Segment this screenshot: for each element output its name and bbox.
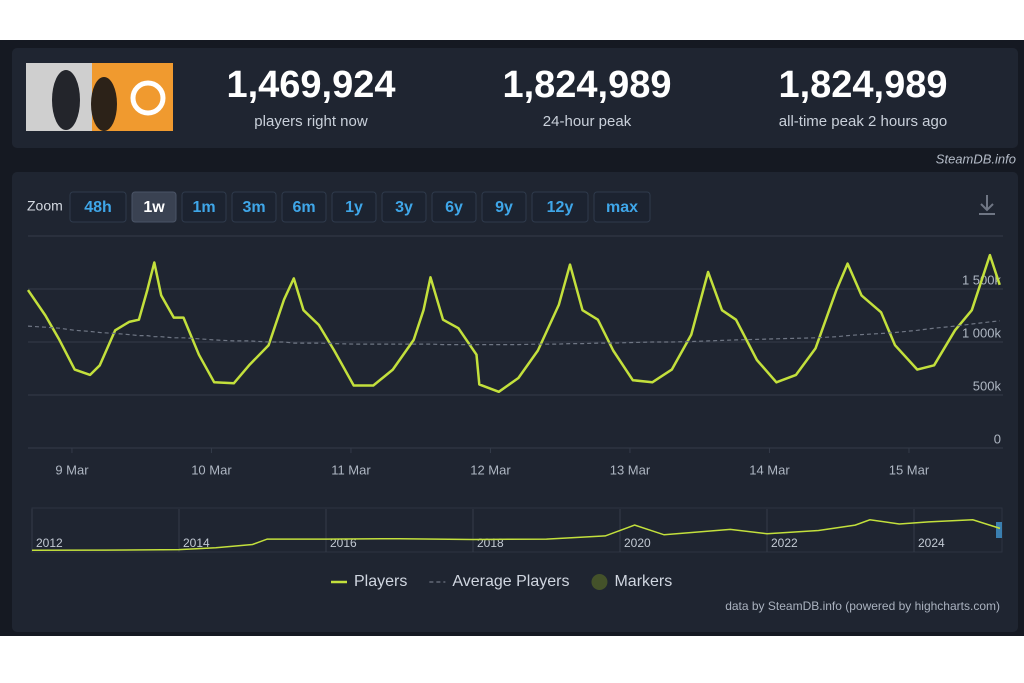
zoom-label: Zoom [27,198,63,214]
zoom-button-label: 9y [495,199,513,216]
navigator-handle[interactable] [996,522,1002,538]
zoom-button-label: 6y [445,199,463,216]
credits: data by SteamDB.info (powered by highcha… [725,599,1000,613]
zoom-button-label: 48h [84,199,112,216]
zoom-button-label: 1m [192,199,215,216]
navigator-line [31,519,1001,552]
game-logo[interactable] [26,63,173,131]
zoom-button-label: max [606,199,638,216]
zoom-button[interactable] [531,191,589,223]
series-line [26,253,1001,394]
legend-label[interactable]: Players [354,573,407,590]
x-tick-label: 14 Mar [749,462,790,477]
zoom-button[interactable] [593,191,651,223]
logo-mark [130,80,166,116]
navigator-tick-label: 2012 [36,536,63,550]
zoom-button-label: 6m [292,199,315,216]
download-icon [980,203,994,212]
zoom-button-label: 3y [395,199,413,216]
stat-value: 1,469,924 [226,64,395,106]
zoom-button-label: 12y [547,199,574,216]
stat-value: 1,824,989 [502,64,671,106]
zoom-button-label: 3m [242,199,265,216]
navigator-tick-label: 2020 [624,536,651,550]
zoom-button[interactable] [331,191,377,223]
zoom-button[interactable] [181,191,227,223]
zoom-button[interactable] [481,191,527,223]
zoom-button[interactable] [381,191,427,223]
stat-label: all-time peak 2 hours ago [779,113,947,130]
logo-figure [52,70,80,130]
zoom-button-label: 1w [143,199,165,216]
stat-label: players right now [254,113,368,130]
zoom-button[interactable] [231,191,277,223]
zoom-button[interactable] [281,191,327,223]
legend-symbol [591,574,608,590]
zoom-button-label: 1y [345,199,363,216]
x-tick-label: 15 Mar [889,462,930,477]
x-tick-label: 13 Mar [610,462,651,477]
navigator-tick-label: 2018 [477,536,504,550]
logo-figure [91,77,117,131]
chart-card [12,172,1018,632]
y-tick-label: 500k [973,378,1002,393]
x-tick-label: 10 Mar [191,462,232,477]
y-tick-label: 0 [994,431,1001,446]
series-line [27,320,1000,346]
stat-label: 24-hour peak [543,113,632,130]
navigator-tick-label: 2022 [771,536,798,550]
zoom-button[interactable] [431,191,477,223]
zoom-button[interactable] [131,191,177,223]
y-tick-label: 1 000k [962,325,1002,340]
legend-label[interactable]: Markers [614,573,672,590]
x-tick-label: 9 Mar [55,462,89,477]
stats-card [12,48,1018,148]
x-tick-label: 12 Mar [470,462,511,477]
download-button[interactable] [979,195,995,215]
zoom-button[interactable] [69,191,127,223]
navigator-tick-label: 2014 [183,536,210,550]
x-tick-label: 11 Mar [331,462,371,477]
navigator-tick-label: 2024 [918,536,945,550]
stat-value: 1,824,989 [778,64,947,106]
source-label: SteamDB.info [936,151,1016,166]
legend-label[interactable]: Average Players [452,573,569,590]
